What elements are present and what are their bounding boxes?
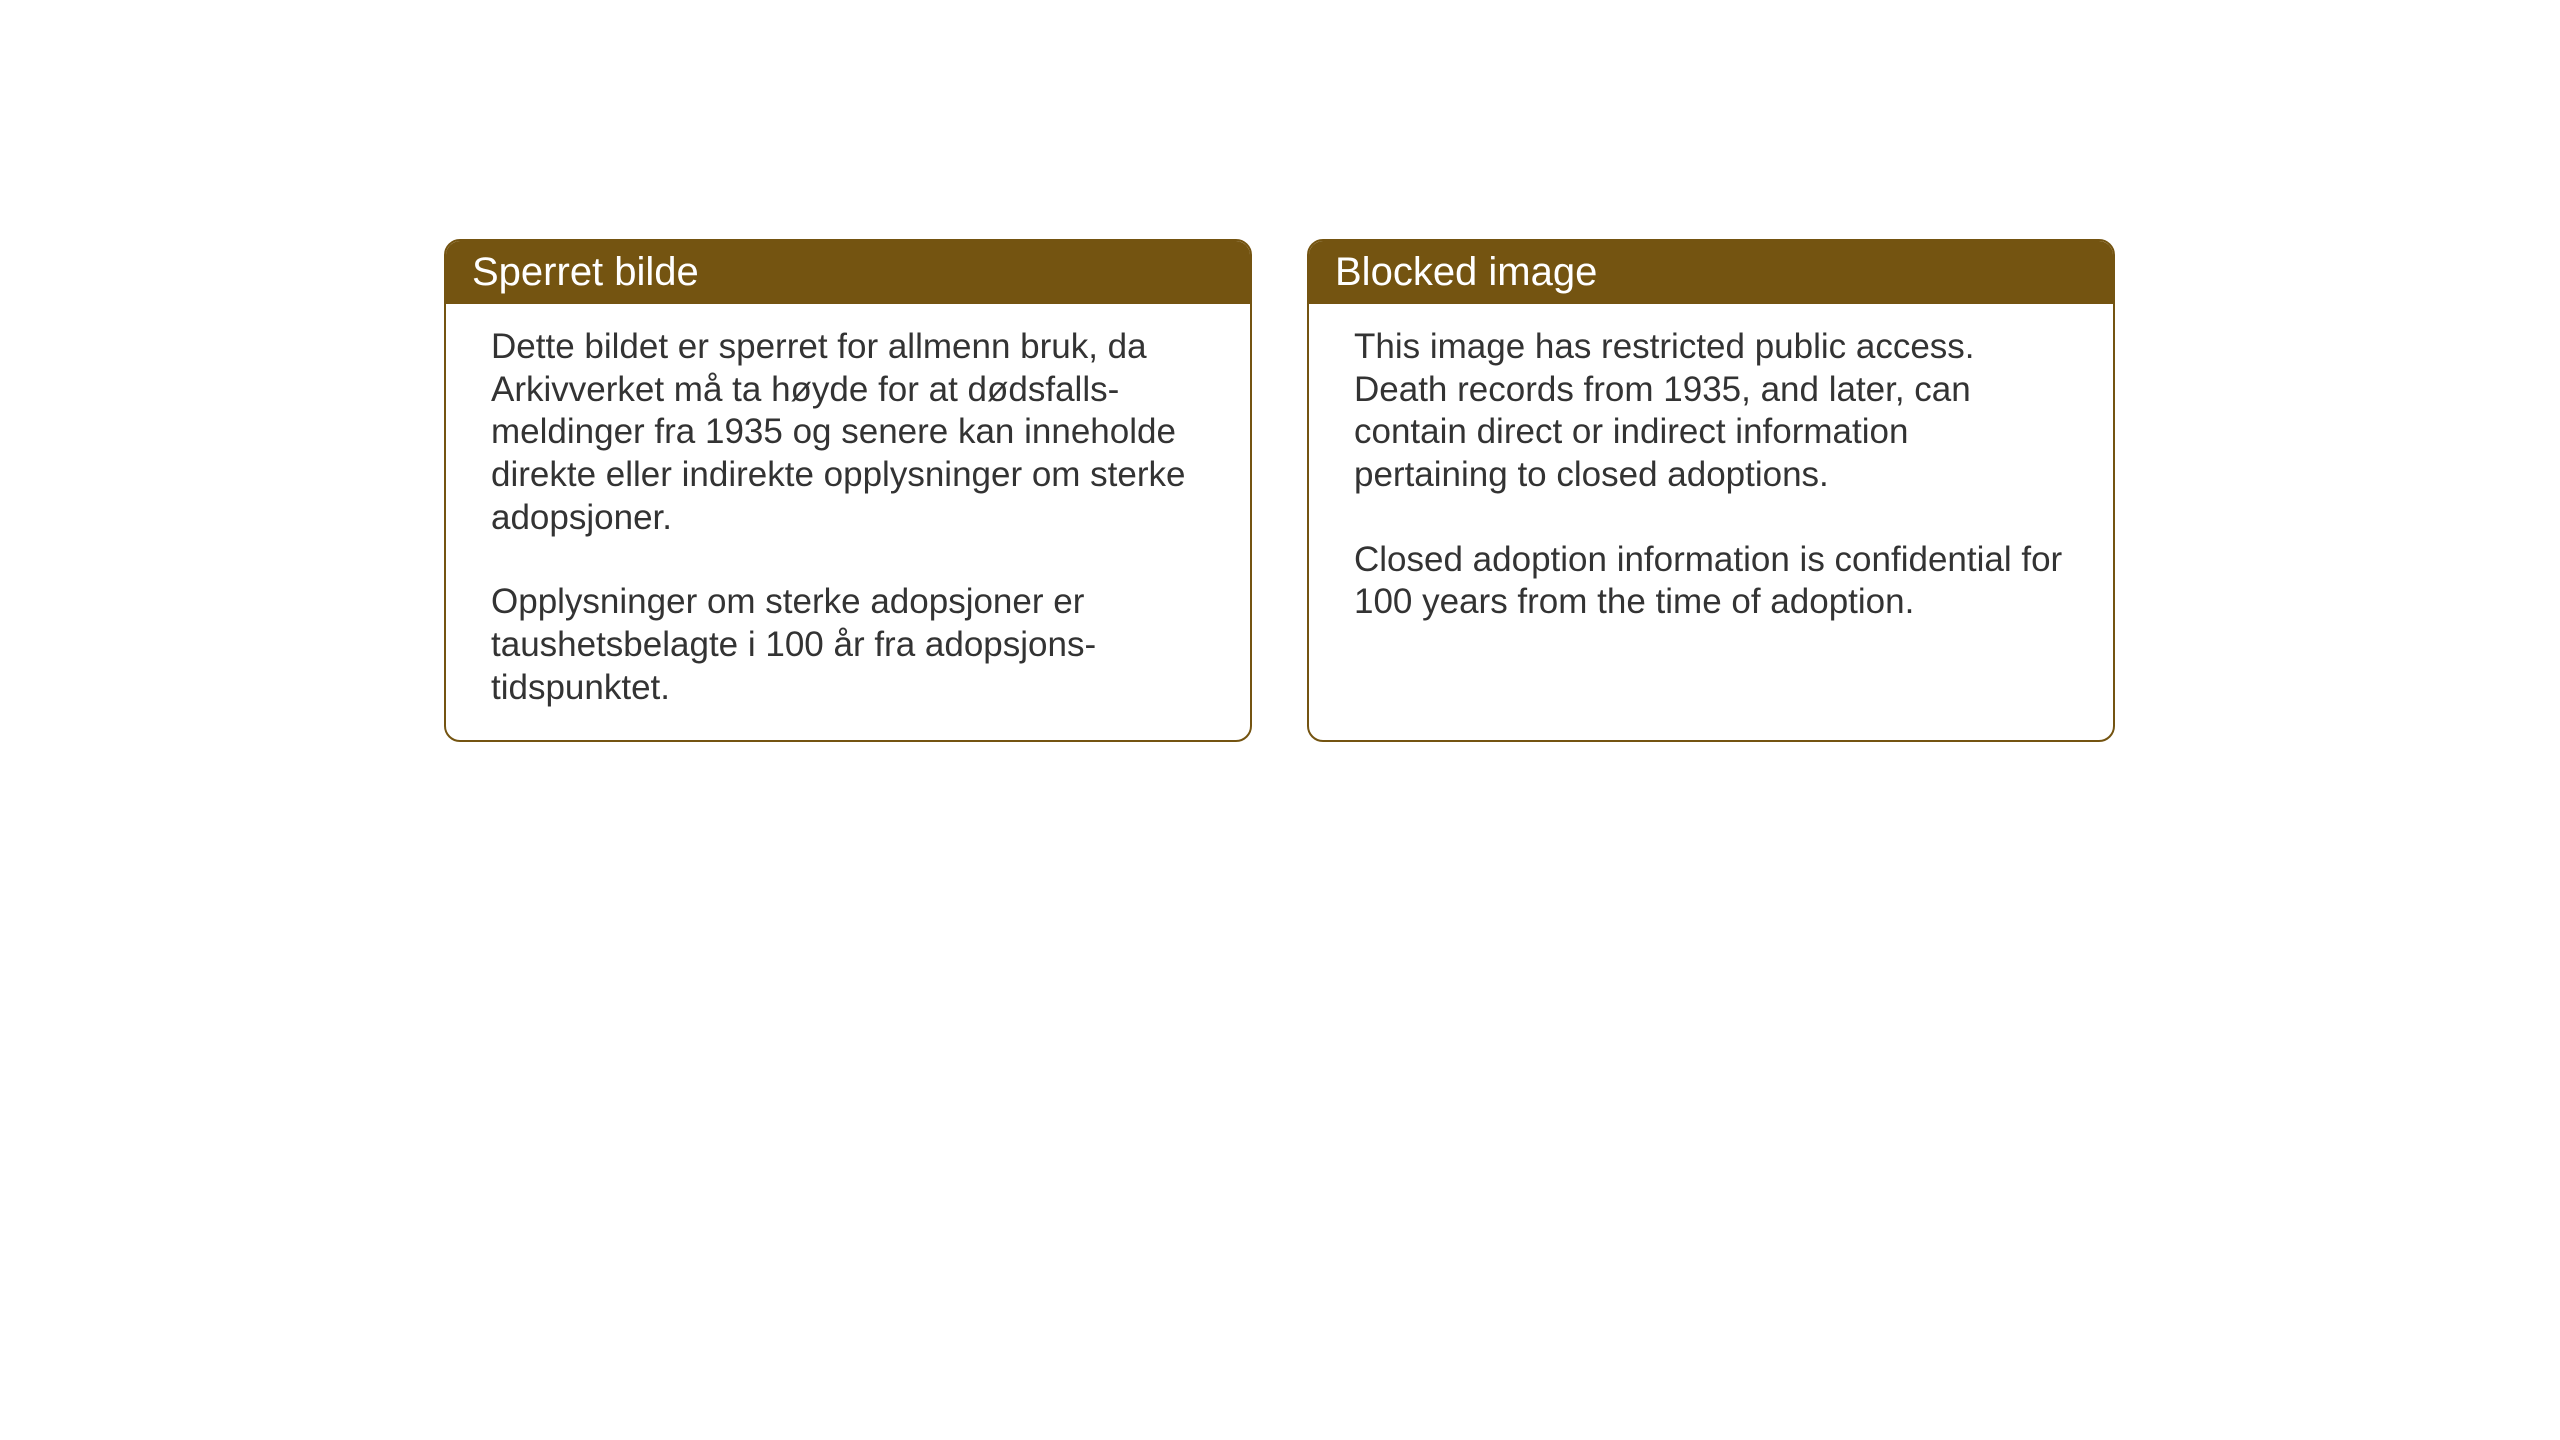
english-panel-title: Blocked image [1309, 241, 2113, 304]
english-paragraph-1: This image has restricted public access.… [1354, 326, 2068, 497]
norwegian-paragraph-2: Opplysninger om sterke adopsjoner er tau… [491, 581, 1205, 709]
panels-container: Sperret bilde Dette bildet er sperret fo… [444, 239, 2115, 742]
english-paragraph-2: Closed adoption information is confident… [1354, 539, 2068, 624]
norwegian-panel-title: Sperret bilde [446, 241, 1250, 304]
norwegian-panel: Sperret bilde Dette bildet er sperret fo… [444, 239, 1252, 742]
norwegian-panel-body: Dette bildet er sperret for allmenn bruk… [446, 304, 1250, 740]
norwegian-paragraph-1: Dette bildet er sperret for allmenn bruk… [491, 326, 1205, 539]
english-panel-body: This image has restricted public access.… [1309, 304, 2113, 654]
english-panel: Blocked image This image has restricted … [1307, 239, 2115, 742]
